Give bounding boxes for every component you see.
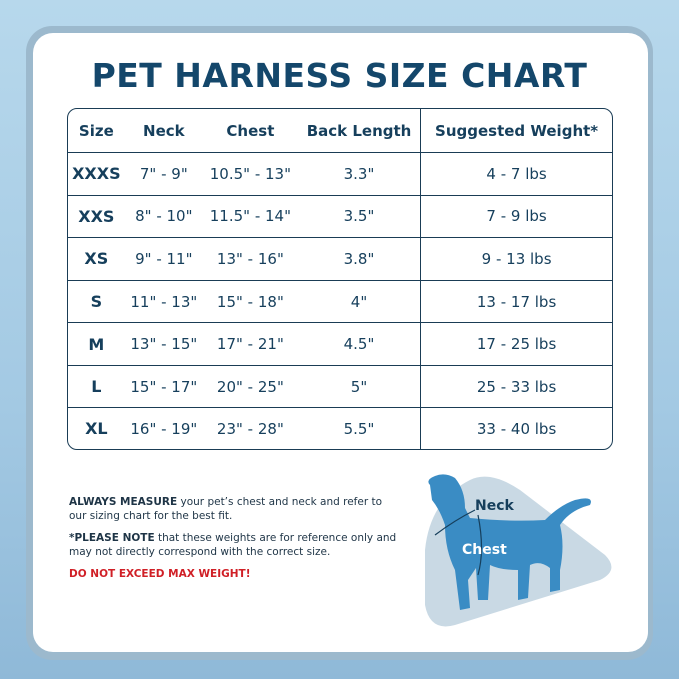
- chest-label: Chest: [462, 542, 507, 558]
- header-back-length: Back Length: [297, 109, 421, 153]
- table-row: L 15" - 17" 20" - 25" 5" 25 - 33 lbs: [68, 365, 612, 409]
- chest-measure-line: [477, 514, 483, 576]
- note-bold: *PLEASE NOTE: [69, 532, 155, 544]
- cell-back-length: 3.8": [297, 238, 421, 281]
- cell-size: XL: [85, 419, 108, 439]
- cell-weight: 13 - 17 lbs: [420, 280, 612, 324]
- cell-weight: 33 - 40 lbs: [420, 408, 612, 449]
- cell-size: S: [68, 281, 125, 324]
- cell-neck: 7" - 9": [124, 153, 203, 196]
- table-row: XXS 8" - 10" 11.5" - 14" 3.5" 7 - 9 lbs: [68, 195, 612, 239]
- dog-silhouette-icon: [428, 474, 591, 610]
- table-row: XS 9" - 11" 13" - 16" 3.8" 9 - 13 lbs: [68, 238, 612, 281]
- cell-weight: 9 - 13 lbs: [420, 238, 612, 281]
- dog-measure-diagram: Neck Chest: [425, 474, 612, 627]
- cell-chest: 11.5" - 14": [202, 196, 298, 239]
- cell-chest: 23" - 28": [216, 419, 284, 438]
- cell-neck: 13" - 15": [124, 323, 203, 366]
- cell-chest: 17" - 21": [202, 323, 298, 366]
- table-row: S 11" - 13" 15" - 18" 4" 13 - 17 lbs: [68, 280, 612, 324]
- cell-back-length: 4": [297, 281, 421, 324]
- cell-size: XXS: [68, 196, 125, 239]
- size-table: Size Neck Chest Back Length Suggested We…: [67, 108, 613, 450]
- cell-back-length: 3.5": [297, 196, 421, 239]
- cell-neck: 8" - 10": [124, 196, 203, 239]
- header-neck: Neck: [124, 109, 203, 153]
- cell-chest: 20" - 25": [202, 366, 298, 409]
- cell-back-length: 5.5": [343, 419, 375, 438]
- measure-bold: ALWAYS MEASURE: [69, 496, 178, 508]
- header-chest: Chest: [202, 109, 298, 153]
- note-text: that these weights are for reference onl…: [69, 532, 397, 558]
- page-title: PET HARNESS SIZE CHART: [91, 56, 588, 95]
- neck-label: Neck: [475, 498, 515, 514]
- cell-size: M: [68, 323, 125, 366]
- cell-weight: 4 - 7 lbs: [420, 153, 612, 196]
- table-header: Size Neck Chest Back Length Suggested We…: [68, 109, 612, 153]
- cell-size: XXXS: [68, 153, 125, 196]
- warning-text: DO NOT EXCEED MAX WEIGHT!: [69, 568, 251, 580]
- cell-chest: 10.5" - 13": [202, 153, 298, 196]
- cell-size: L: [68, 366, 125, 409]
- weight-note: *PLEASE NOTE that these weights are for …: [69, 531, 399, 559]
- table-row: XL 16" - 19" 23" - 28" 5.5" 33 - 40 lbs: [68, 408, 612, 449]
- cell-neck: 16" - 19": [130, 419, 198, 438]
- cell-neck: 9" - 11": [124, 238, 203, 281]
- cell-neck: 15" - 17": [124, 366, 203, 409]
- cell-back-length: 3.3": [297, 153, 421, 196]
- cell-chest: 15" - 18": [202, 281, 298, 324]
- cell-chest: 13" - 16": [202, 238, 298, 281]
- table-row: M 13" - 15" 17" - 21" 4.5" 17 - 25 lbs: [68, 323, 612, 366]
- neck-measure-line: [434, 509, 476, 536]
- table-row: XXXS 7" - 9" 10.5" - 13" 3.3" 4 - 7 lbs: [68, 153, 612, 196]
- cell-weight: 17 - 25 lbs: [420, 323, 612, 366]
- header-weight: Suggested Weight*: [420, 109, 612, 153]
- cell-weight: 25 - 33 lbs: [420, 365, 612, 409]
- cell-back-length: 5": [297, 366, 421, 409]
- cell-back-length: 4.5": [297, 323, 421, 366]
- measure-note: ALWAYS MEASURE your pet’s chest and neck…: [69, 495, 399, 523]
- cell-size: XS: [68, 238, 125, 281]
- measure-text: your pet’s chest and neck and refer to o…: [69, 496, 383, 522]
- cell-weight: 7 - 9 lbs: [420, 195, 612, 239]
- header-size: Size: [68, 109, 125, 153]
- notes: ALWAYS MEASURE your pet’s chest and neck…: [69, 495, 399, 589]
- cell-neck: 11" - 13": [124, 281, 203, 324]
